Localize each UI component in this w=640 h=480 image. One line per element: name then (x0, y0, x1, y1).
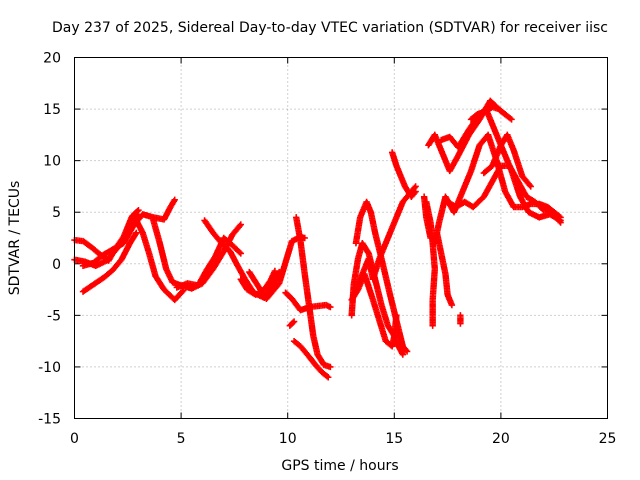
data-point (135, 206, 142, 214)
x-tick-label: 25 (599, 431, 617, 447)
series-track-25 (444, 162, 564, 226)
series-track-12 (290, 337, 332, 381)
series-track-13 (282, 289, 334, 314)
data-point (289, 319, 297, 326)
series-track-10 (246, 233, 308, 303)
series-track-05 (133, 217, 187, 304)
y-tick-label: 5 (52, 205, 61, 221)
data-point (133, 211, 140, 218)
x-tick-label: 0 (70, 431, 79, 447)
series-track-29 (480, 131, 534, 190)
data-marks (71, 97, 564, 381)
y-tick-label: 0 (52, 257, 61, 273)
data-point (178, 288, 186, 295)
data-point (448, 301, 456, 309)
y-axis-label: SDTVAR / TECUs (7, 181, 23, 296)
data-point (133, 229, 140, 237)
data-point (325, 374, 332, 381)
data-point (526, 181, 533, 189)
series-track-18 (352, 198, 411, 355)
x-tick-label: 15 (385, 431, 403, 447)
y-tick-label: 15 (43, 102, 61, 118)
series-track-04 (79, 229, 140, 295)
data-point (403, 348, 411, 355)
series-track-09 (237, 267, 279, 298)
data-point (134, 207, 141, 215)
data-point (402, 346, 410, 354)
y-tick-label: 20 (43, 51, 61, 67)
data-point (500, 109, 508, 117)
data-point (501, 111, 509, 118)
series-track-21 (420, 193, 434, 242)
data-point (323, 373, 331, 380)
data-point (236, 249, 243, 256)
data-point (556, 218, 563, 225)
data-point (290, 318, 298, 325)
data-point (237, 250, 244, 257)
data-point (399, 351, 407, 358)
y-tick-label: 10 (43, 154, 61, 170)
data-point (237, 221, 244, 228)
data-point (507, 115, 514, 122)
data-point (508, 116, 515, 123)
y-tick-label: -15 (38, 412, 61, 428)
data-point (411, 189, 418, 197)
y-tick-label: -10 (38, 360, 61, 376)
data-point (327, 303, 334, 311)
axis-ticks: 0 5 10 15 20 25 -15 -10 -5 0 5 10 15 20 (38, 51, 616, 448)
series-track-19 (388, 149, 419, 200)
data-point (457, 320, 464, 327)
data-point (557, 219, 564, 226)
y-tick-label: -5 (47, 308, 61, 324)
series-track-14 (293, 214, 334, 371)
data-point (429, 322, 436, 329)
data-point (236, 222, 243, 230)
grid (74, 57, 608, 419)
plot-frame (74, 57, 608, 419)
data-point (327, 363, 334, 371)
data-point (527, 183, 534, 190)
x-axis-label: GPS time / hours (281, 458, 398, 474)
data-point (171, 196, 178, 204)
x-tick-label: 10 (279, 431, 297, 447)
series-track-26 (467, 103, 509, 123)
data-point (271, 267, 279, 275)
x-tick-label: 20 (492, 431, 510, 447)
series-track-27 (457, 312, 464, 327)
x-tick-label: 5 (177, 431, 186, 447)
series-track-28 (433, 229, 456, 309)
data-point (412, 188, 419, 195)
chart-title: Day 237 of 2025, Sidereal Day-to-day VTE… (52, 20, 608, 36)
series-track-11 (286, 318, 298, 329)
